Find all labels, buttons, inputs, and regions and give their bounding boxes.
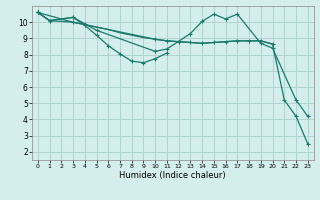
X-axis label: Humidex (Indice chaleur): Humidex (Indice chaleur) xyxy=(119,171,226,180)
